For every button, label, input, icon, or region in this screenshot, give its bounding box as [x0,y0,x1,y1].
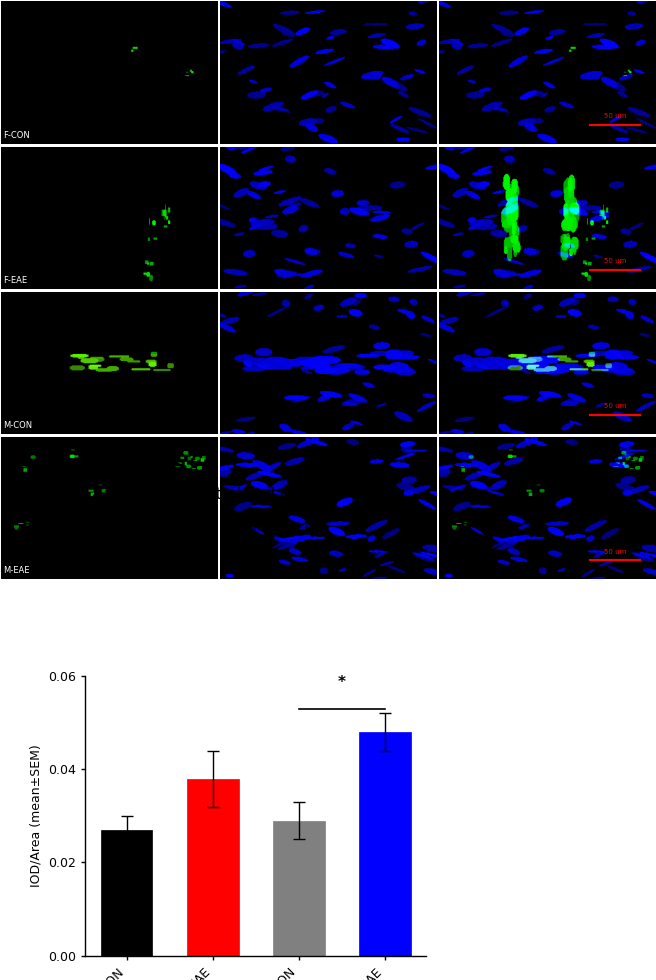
Bar [187,778,239,956]
Bar [101,830,152,956]
Text: *: * [338,675,346,690]
Bar [273,820,325,956]
Text: F-EAE: F-EAE [3,276,28,285]
Text: 50 um: 50 um [604,404,626,410]
Text: M-EAE: M-EAE [3,566,30,575]
Text: F-CON: F-CON [3,131,30,140]
Text: F-CON n=5;F-EAE n=6;M-CON n=6;M-EAE n=6: F-CON n=5;F-EAE n=6;M-CON n=6;M-EAE n=6 [52,524,312,534]
Text: M-CON: M-CON [3,421,33,430]
Text: 50 um: 50 um [604,549,626,555]
Y-axis label: IOD/Area (mean±SEM): IOD/Area (mean±SEM) [30,745,43,887]
Text: 50 um: 50 um [604,259,626,265]
Text: NOX-2 in heart of control and EAE: NOX-2 in heart of control and EAE [52,487,310,502]
Text: 50 um: 50 um [604,114,626,120]
Bar [359,732,411,955]
